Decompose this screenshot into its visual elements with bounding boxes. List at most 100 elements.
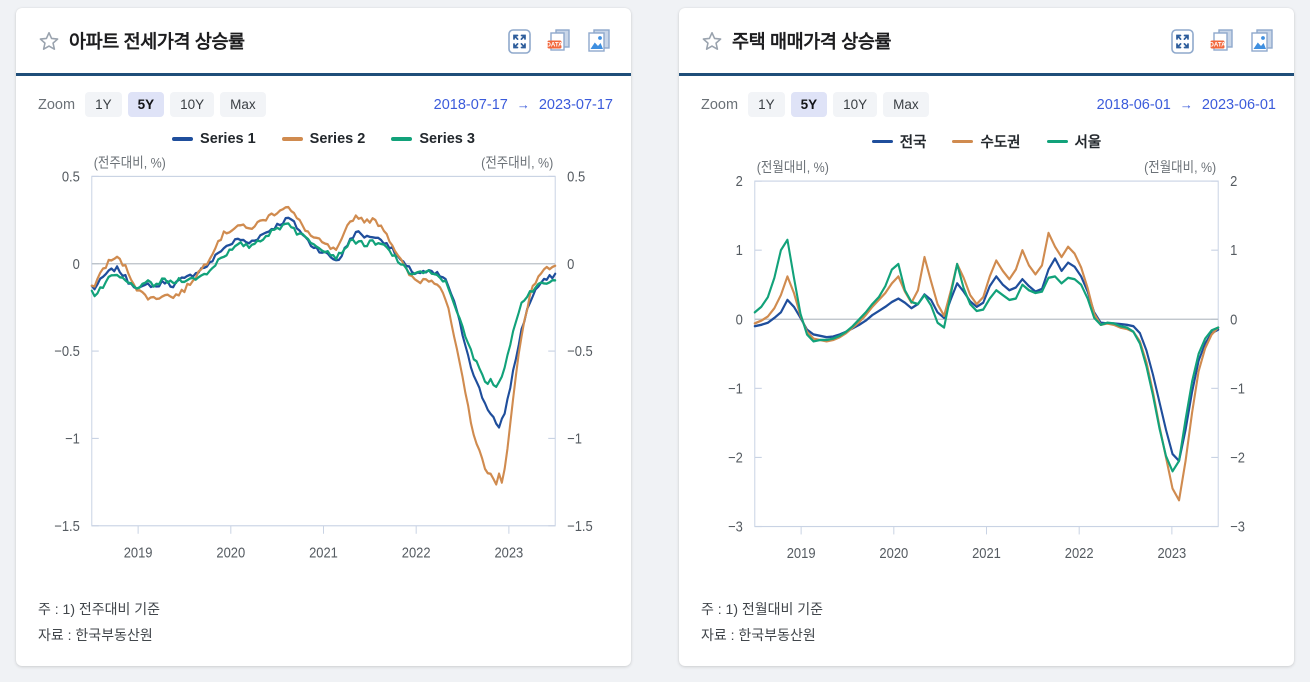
zoom-button-1y[interactable]: 1Y: [85, 92, 122, 117]
fullscreen-icon[interactable]: [1168, 26, 1196, 56]
legend-label: Series 1: [200, 131, 256, 147]
legend-swatch: [952, 139, 974, 144]
zoom-button-max[interactable]: Max: [220, 92, 266, 117]
date-range: 2018-07-17 → 2023-07-17: [434, 97, 613, 113]
svg-text:0: 0: [567, 255, 574, 272]
chart-legend: 전국 수도권 서울: [679, 123, 1294, 154]
svg-text:−0.5: −0.5: [54, 342, 80, 359]
card-header: 주택 매매가격 상승률: [679, 8, 1294, 76]
zoom-button-5y[interactable]: 5Y: [790, 92, 828, 117]
svg-text:−1.5: −1.5: [567, 517, 593, 534]
data-download-icon[interactable]: DATA: [1208, 26, 1236, 56]
legend-item-capital-area[interactable]: 수도권: [952, 131, 1021, 152]
svg-text:2: 2: [736, 172, 743, 189]
legend-swatch: [871, 139, 893, 144]
svg-text:1: 1: [1230, 241, 1237, 258]
legend-swatch: [1046, 139, 1068, 144]
header-tools: DATA: [505, 26, 613, 56]
svg-text:2020: 2020: [216, 544, 245, 561]
chart-plot-area[interactable]: (전월대비, %) (전월대비, %) 2 2 1 1 0 0 −1 −1 −2 −2 −3 −3 2019…: [679, 154, 1294, 592]
chart-plot-area[interactable]: (전주대비, %) (전주대비, %) 0.5 0.5 0 0 −0.5 −0.5 −1 −1 −1…: [16, 149, 631, 592]
date-range-end[interactable]: 2023-06-01: [1201, 96, 1276, 113]
legend-label: 서울: [1074, 135, 1102, 151]
star-outline-icon[interactable]: [701, 30, 723, 52]
date-range: 2018-06-01 → 2023-06-01: [1097, 97, 1276, 113]
legend-item-seoul[interactable]: 서울: [1046, 131, 1102, 152]
svg-text:DATA: DATA: [1209, 41, 1226, 48]
svg-text:0.5: 0.5: [567, 168, 585, 185]
svg-text:2020: 2020: [879, 544, 908, 561]
image-download-icon[interactable]: [585, 26, 613, 56]
legend-item-series-1[interactable]: Series 1: [172, 131, 256, 147]
chart-legend: Series 1 Series 2 Series 3: [16, 123, 631, 149]
footer-source: 자료 : 한국부동산원: [38, 627, 153, 643]
date-range-start[interactable]: 2018-07-17: [433, 96, 508, 113]
svg-text:2021: 2021: [972, 544, 1001, 561]
legend-label: Series 3: [419, 131, 475, 147]
data-download-icon[interactable]: DATA: [545, 26, 573, 56]
svg-text:−0.5: −0.5: [567, 342, 593, 359]
legend-swatch: [281, 137, 303, 141]
svg-text:−3: −3: [1230, 518, 1245, 535]
zoom-label: Zoom: [38, 96, 76, 113]
legend-label: Series 2: [309, 131, 366, 147]
svg-text:−3: −3: [728, 518, 743, 535]
zoom-label: Zoom: [701, 96, 739, 113]
line-chart-svg: (전주대비, %) (전주대비, %) 0.5 0.5 0 0 −0.5 −0.5 −1 −1 −1…: [54, 154, 593, 561]
fullscreen-icon[interactable]: [505, 26, 533, 56]
card-title: 주택 매매가격 상승률: [732, 30, 892, 52]
zoom-button-max[interactable]: Max: [883, 92, 929, 117]
legend-item-nationwide[interactable]: 전국: [871, 131, 927, 152]
svg-text:2022: 2022: [1065, 544, 1094, 561]
svg-text:0: 0: [73, 255, 80, 272]
svg-text:0: 0: [1230, 311, 1237, 328]
date-range-end[interactable]: 2023-07-17: [538, 96, 613, 113]
svg-text:−1: −1: [567, 430, 582, 447]
legend-item-series-3[interactable]: Series 3: [391, 131, 475, 147]
date-range-arrow-icon: →: [516, 97, 530, 112]
svg-text:−2: −2: [1230, 449, 1245, 466]
svg-text:0.5: 0.5: [62, 168, 80, 185]
chart-card-apartment-jeonse: 아파트 전세가격 상승률: [16, 8, 631, 666]
legend-swatch: [172, 137, 194, 141]
svg-text:2019: 2019: [787, 544, 816, 561]
svg-text:−1: −1: [1230, 380, 1245, 397]
svg-text:(전주대비, %): (전주대비, %): [94, 154, 166, 170]
svg-text:−2: −2: [728, 449, 743, 466]
chart-card-housing-sale-price: 주택 매매가격 상승률: [679, 8, 1294, 666]
svg-text:DATA: DATA: [546, 41, 563, 48]
svg-text:2023: 2023: [494, 544, 523, 561]
card-footer: 주 : 1) 전주대비 기준 자료 : 한국부동산원: [16, 592, 631, 666]
svg-text:0: 0: [736, 311, 743, 328]
legend-swatch: [391, 137, 413, 141]
zoom-bar: Zoom 1Y 5Y 10Y Max 2018-07-17 → 2023-07-…: [16, 76, 631, 123]
legend-label: 전국: [899, 135, 927, 151]
svg-text:−1.5: −1.5: [54, 517, 80, 534]
svg-text:2023: 2023: [1157, 544, 1186, 561]
svg-text:1: 1: [736, 241, 743, 258]
legend-item-series-2[interactable]: Series 2: [281, 131, 366, 147]
star-outline-icon[interactable]: [38, 30, 60, 52]
svg-text:(전월대비, %): (전월대비, %): [1144, 159, 1216, 175]
zoom-button-1y[interactable]: 1Y: [748, 92, 785, 117]
footer-source: 자료 : 한국부동산원: [701, 627, 816, 643]
card-header: 아파트 전세가격 상승률: [16, 8, 631, 76]
zoom-button-10y[interactable]: 10Y: [170, 92, 215, 117]
footer-note: 주 : 1) 전월대비 기준: [701, 601, 824, 617]
svg-text:2021: 2021: [309, 544, 338, 561]
header-tools: DATA: [1168, 26, 1276, 56]
svg-text:2022: 2022: [402, 544, 431, 561]
svg-text:−1: −1: [65, 430, 80, 447]
svg-text:2019: 2019: [124, 544, 153, 561]
svg-text:−1: −1: [728, 380, 743, 397]
svg-text:(전주대비, %): (전주대비, %): [481, 154, 553, 170]
zoom-button-10y[interactable]: 10Y: [833, 92, 878, 117]
date-range-start[interactable]: 2018-06-01: [1096, 96, 1171, 113]
footer-note: 주 : 1) 전주대비 기준: [38, 601, 161, 617]
svg-text:(전월대비, %): (전월대비, %): [757, 159, 829, 175]
legend-label: 수도권: [980, 135, 1021, 151]
zoom-button-5y[interactable]: 5Y: [127, 92, 165, 117]
image-download-icon[interactable]: [1248, 26, 1276, 56]
date-range-arrow-icon: →: [1179, 97, 1193, 112]
